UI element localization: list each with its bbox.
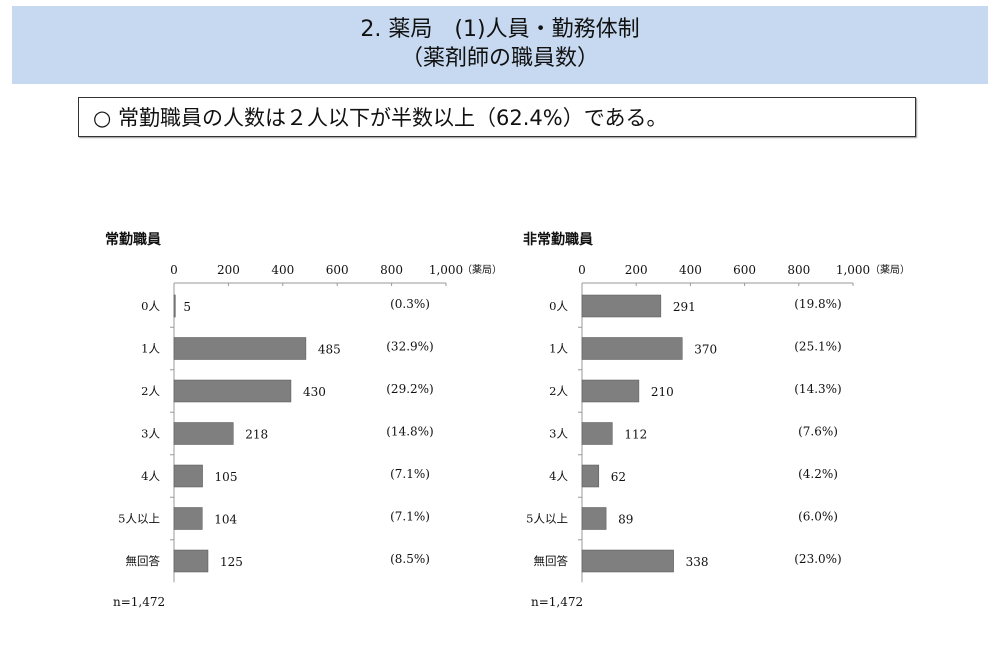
value-label: 105 — [215, 470, 238, 484]
value-label: 430 — [303, 385, 326, 399]
bar — [173, 422, 234, 445]
title-banner: 2. 薬局 (1)人員・勤務体制 （薬剤師の職員数） — [12, 6, 988, 84]
bar — [581, 422, 613, 445]
bar — [581, 294, 662, 318]
page-subtitle: （薬剤師の職員数） — [400, 46, 599, 71]
percent-label: (7.1%) — [390, 467, 430, 481]
category-label: 0人 — [549, 299, 568, 313]
x-tick-label: 1,000 — [836, 263, 870, 277]
percent-label: (23.0%) — [794, 552, 841, 566]
summary-box: ○ 常勤職員の人数は２人以下が半数以上（62.4%）である。 — [78, 97, 916, 137]
n-label: n=1,472 — [531, 595, 583, 609]
category-label: 2人 — [141, 384, 160, 398]
unit-label: （薬局） — [870, 264, 910, 276]
bar — [581, 379, 640, 403]
x-tick-label: 0 — [578, 263, 586, 277]
percent-label: (14.3%) — [794, 382, 841, 396]
category-label: 4人 — [549, 469, 568, 483]
value-label: 125 — [220, 555, 243, 569]
bar — [173, 294, 176, 318]
category-label: 1人 — [549, 342, 568, 356]
value-label: 218 — [245, 428, 268, 442]
unit-label: （薬局） — [462, 264, 502, 276]
percent-label: (6.0%) — [798, 510, 838, 524]
bar — [581, 507, 607, 530]
category-label: 1人 — [141, 342, 160, 356]
bar — [581, 337, 683, 360]
bar — [581, 464, 600, 488]
category-label: 3人 — [549, 427, 568, 441]
category-label: 2人 — [549, 384, 568, 398]
x-tick-label: 200 — [217, 263, 240, 277]
percent-label: (25.1%) — [794, 340, 841, 354]
value-label: 89 — [618, 513, 633, 527]
value-label: 62 — [611, 470, 626, 484]
percent-label: (8.5%) — [390, 552, 430, 566]
value-label: 485 — [318, 343, 341, 357]
percent-label: (14.8%) — [386, 425, 433, 439]
x-tick-label: 400 — [271, 263, 294, 277]
value-label: 112 — [624, 428, 647, 442]
value-label: 210 — [651, 385, 674, 399]
category-label: 無回答 — [534, 554, 569, 568]
chart-2: 非常勤職員 （薬局） 0 200 400 600 800 1,000 0人 291 (19.8%) 1… — [523, 231, 910, 609]
chart-title: 常勤職員 — [105, 231, 161, 248]
value-label: 338 — [686, 555, 709, 569]
category-label: 無回答 — [126, 554, 161, 568]
percent-label: (7.1%) — [390, 510, 430, 524]
n-label: n=1,472 — [113, 595, 165, 609]
bar — [173, 464, 203, 488]
percent-label: (0.3%) — [390, 297, 430, 311]
bar — [173, 549, 209, 573]
x-tick-label: 800 — [787, 263, 810, 277]
bar — [173, 379, 292, 403]
x-tick-label: 200 — [625, 263, 648, 277]
bar — [581, 549, 674, 573]
percent-label: (32.9%) — [386, 340, 433, 354]
category-label: 5人以上 — [526, 512, 568, 526]
category-label: 3人 — [141, 427, 160, 441]
value-label: 370 — [694, 343, 717, 357]
percent-label: (7.6%) — [798, 425, 838, 439]
category-label: 4人 — [141, 469, 160, 483]
bar — [173, 507, 203, 530]
x-tick-label: 600 — [326, 263, 349, 277]
category-label: 5人以上 — [118, 512, 160, 526]
percent-label: (29.2%) — [386, 382, 433, 396]
percent-label: (19.8%) — [794, 297, 841, 311]
x-tick-label: 1,000 — [429, 263, 463, 277]
x-tick-label: 400 — [679, 263, 702, 277]
chart-title: 非常勤職員 — [523, 231, 593, 248]
percent-label: (4.2%) — [798, 467, 838, 481]
x-tick-label: 600 — [733, 263, 756, 277]
value-label: 104 — [214, 513, 237, 527]
chart-1: 常勤職員 （薬局） 0 200 400 600 800 1,000 0人 5 (0.3%) 1人 485… — [105, 231, 502, 609]
x-tick-label: 800 — [380, 263, 403, 277]
page-title: 2. 薬局 (1)人員・勤務体制 — [360, 17, 640, 42]
category-label: 0人 — [141, 299, 160, 313]
x-tick-label: 0 — [170, 263, 178, 277]
value-label: 291 — [673, 300, 696, 314]
value-label: 5 — [183, 300, 191, 314]
bar — [173, 337, 307, 360]
